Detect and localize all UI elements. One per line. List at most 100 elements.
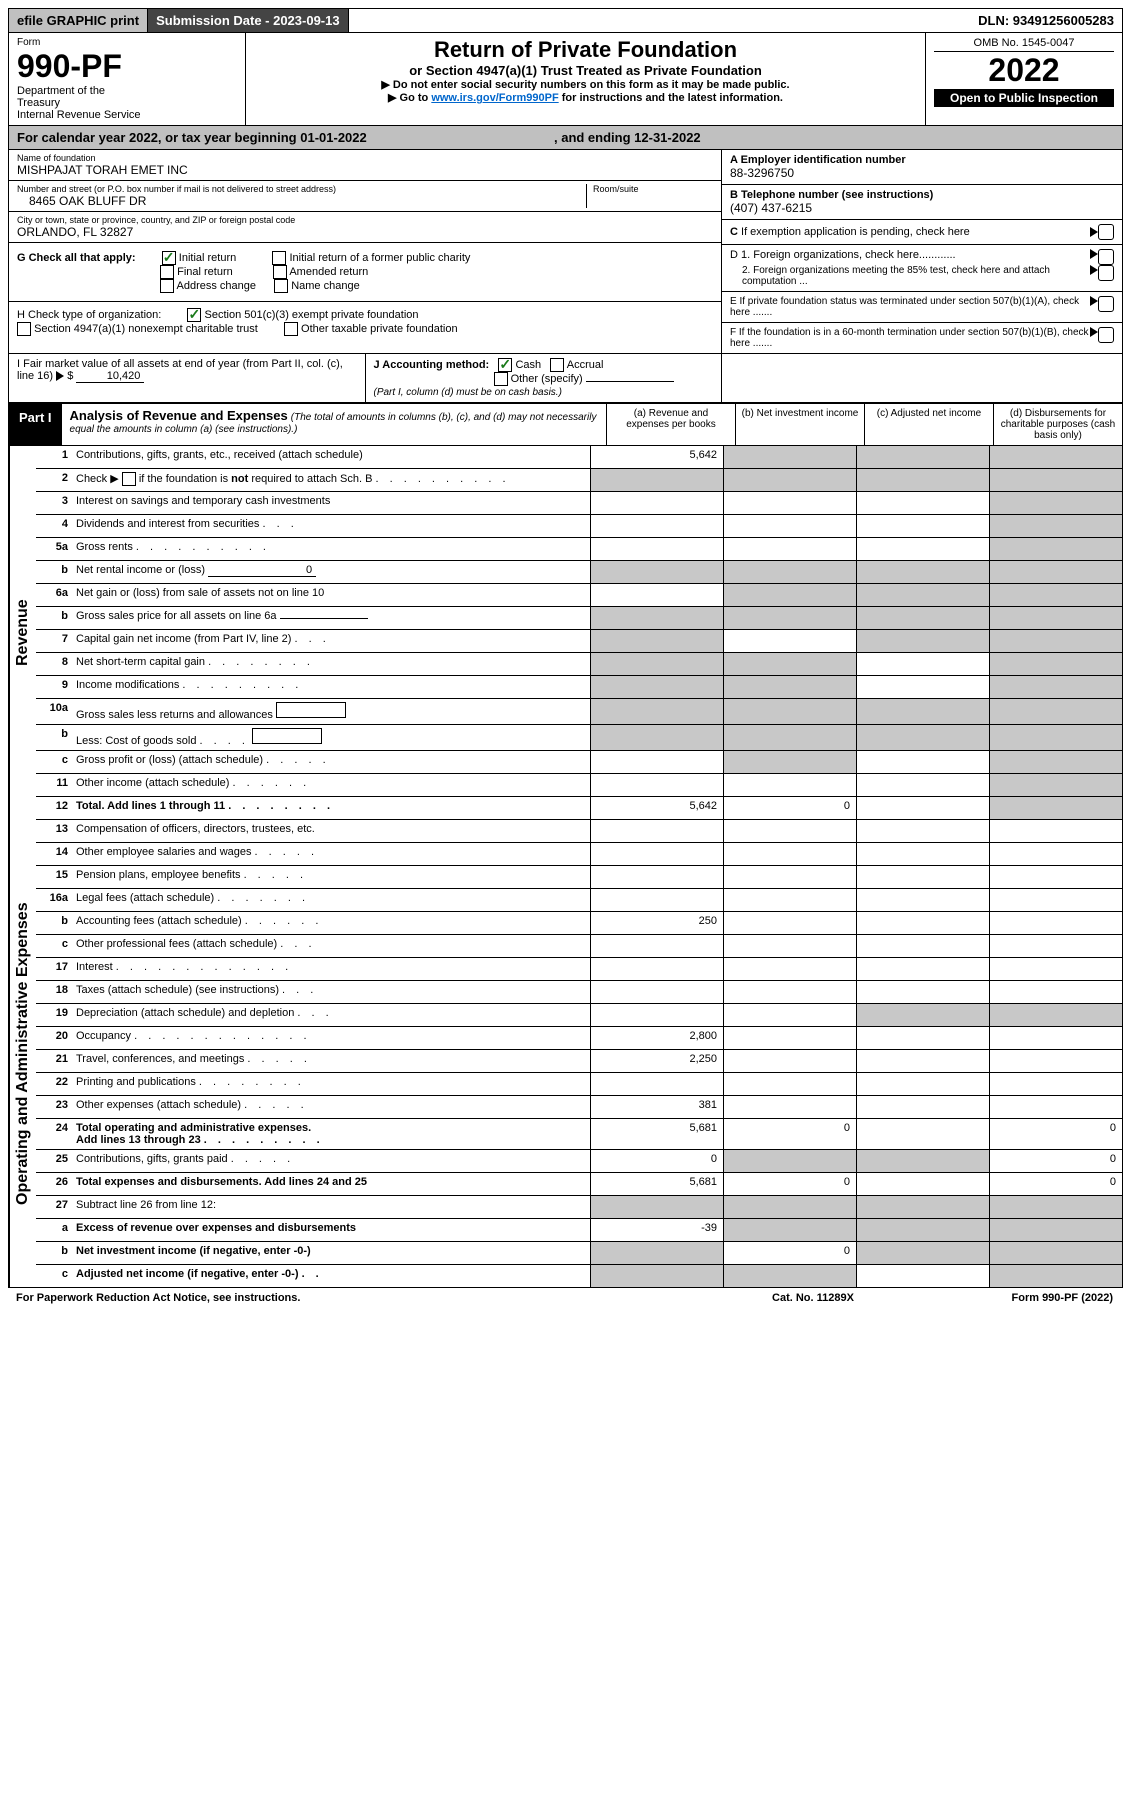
l27a-a: -39 xyxy=(590,1219,723,1241)
amended-checkbox[interactable] xyxy=(273,265,287,279)
l23-a: 381 xyxy=(590,1096,723,1118)
l2-pre: Check ▶ xyxy=(76,473,119,485)
footer-right: Form 990-PF (2022) xyxy=(913,1292,1113,1304)
line10a: Gross sales less returns and allowances xyxy=(72,699,590,724)
initial-return-checkbox[interactable] xyxy=(162,251,176,265)
l11-text: Other income (attach schedule) xyxy=(76,777,229,789)
c-cell: C If exemption application is pending, c… xyxy=(722,220,1122,245)
arrow-icon xyxy=(1090,265,1098,275)
line27c: Adjusted net income (if negative, enter … xyxy=(72,1265,590,1287)
phone-label: B Telephone number (see instructions) xyxy=(730,189,933,201)
line11: Other income (attach schedule) . . . . .… xyxy=(72,774,590,796)
l21-a: 2,250 xyxy=(590,1050,723,1072)
c-checkbox[interactable] xyxy=(1098,224,1114,240)
l5a-text: Gross rents xyxy=(76,541,133,553)
form-title: Return of Private Foundation xyxy=(254,37,917,63)
j-note: (Part I, column (d) must be on cash basi… xyxy=(374,387,562,398)
revenue-label: Revenue xyxy=(9,446,36,820)
footer-left: For Paperwork Reduction Act Notice, see … xyxy=(16,1292,713,1304)
calyear-begin: 01-01-2022 xyxy=(300,130,367,145)
l21-text: Travel, conferences, and meetings xyxy=(76,1053,244,1065)
initial-former-checkbox[interactable] xyxy=(272,251,286,265)
address-cell: Number and street (or P.O. box number if… xyxy=(9,181,721,212)
calendar-year-row: For calendar year 2022, or tax year begi… xyxy=(9,126,1122,150)
line9: Income modifications . . . . . . . . . xyxy=(72,676,590,698)
g-final: Final return xyxy=(177,266,233,278)
l15-text: Pension plans, employee benefits xyxy=(76,869,241,881)
line12: Total. Add lines 1 through 11 . . . . . … xyxy=(72,797,590,819)
l12-rest: Add lines 1 through 11 xyxy=(107,800,225,812)
l7-text: Capital gain net income (from Part IV, l… xyxy=(76,633,291,645)
line8: Net short-term capital gain . . . . . . … xyxy=(72,653,590,675)
instruction-1: ▶ Do not enter social security numbers o… xyxy=(254,78,917,91)
line5a: Gross rents . . . . . . . . . . xyxy=(72,538,590,560)
dept-line2: Treasury xyxy=(17,97,237,109)
open-to-public: Open to Public Inspection xyxy=(934,89,1114,107)
line13: Compensation of officers, directors, tru… xyxy=(72,820,590,842)
d1-checkbox[interactable] xyxy=(1098,249,1114,265)
dept-line1: Department of the xyxy=(17,85,237,97)
line16a: Legal fees (attach schedule) . . . . . .… xyxy=(72,889,590,911)
line6a: Net gain or (loss) from sale of assets n… xyxy=(72,584,590,606)
name-cell: Name of foundation MISHPAJAT TORAH EMET … xyxy=(9,150,721,181)
foundation-name: MISHPAJAT TORAH EMET INC xyxy=(17,163,713,177)
line10c: Gross profit or (loss) (attach schedule)… xyxy=(72,751,590,773)
header-center: Return of Private Foundation or Section … xyxy=(246,33,925,125)
ein-cell: A Employer identification number 88-3296… xyxy=(722,150,1122,185)
e-checkbox[interactable] xyxy=(1098,296,1114,312)
omb-number: OMB No. 1545-0047 xyxy=(934,37,1114,52)
h-other: Other taxable private foundation xyxy=(301,323,458,335)
final-return-checkbox[interactable] xyxy=(160,265,174,279)
g-address: Address change xyxy=(177,280,257,292)
city-label: City or town, state or province, country… xyxy=(17,215,713,225)
dln-label: DLN: 93491256005283 xyxy=(970,9,1122,32)
cash-checkbox[interactable] xyxy=(498,358,512,372)
dept-line3: Internal Revenue Service xyxy=(17,109,237,121)
l23-text: Other expenses (attach schedule) xyxy=(76,1099,241,1111)
irs-link[interactable]: www.irs.gov/Form990PF xyxy=(431,92,558,104)
name-change-checkbox[interactable] xyxy=(274,279,288,293)
expenses-label: Operating and Administrative Expenses xyxy=(9,820,36,1287)
other-taxable-checkbox[interactable] xyxy=(284,322,298,336)
l2-post: if the foundation is not required to att… xyxy=(139,473,373,485)
l26-b: 0 xyxy=(723,1173,856,1195)
footer-center: Cat. No. 11289X xyxy=(713,1292,913,1304)
d2-checkbox[interactable] xyxy=(1098,265,1114,281)
l20-text: Occupancy xyxy=(76,1030,131,1042)
l26-d: 0 xyxy=(989,1173,1122,1195)
arrow-icon xyxy=(1090,249,1098,259)
c-label: If exemption application is pending, che… xyxy=(741,226,970,238)
l14-text: Other employee salaries and wages xyxy=(76,846,251,858)
d2-label: 2. Foreign organizations meeting the 85%… xyxy=(742,265,1090,287)
i-label: I Fair market value of all assets at end… xyxy=(17,358,343,382)
col-a-header: (a) Revenue and expenses per books xyxy=(606,404,735,445)
accrual-checkbox[interactable] xyxy=(550,358,564,372)
city-state-zip: ORLANDO, FL 32827 xyxy=(17,225,713,239)
h-label: H Check type of organization: xyxy=(17,309,161,321)
line2: Check ▶ if the foundation is not require… xyxy=(72,469,590,491)
ein-label: A Employer identification number xyxy=(730,154,906,166)
l6b-text: Gross sales price for all assets on line… xyxy=(76,610,277,622)
calyear-pre: For calendar year 2022, or tax year begi… xyxy=(17,130,300,145)
l18-text: Taxes (attach schedule) (see instruction… xyxy=(76,984,279,996)
schb-checkbox[interactable] xyxy=(122,472,136,486)
l24-a: 5,681 xyxy=(590,1119,723,1149)
501c3-checkbox[interactable] xyxy=(187,308,201,322)
line10b: Less: Cost of goods sold . . . . xyxy=(72,725,590,750)
column-headers: (a) Revenue and expenses per books (b) N… xyxy=(606,404,1122,445)
l12-bold: Total. xyxy=(76,800,105,812)
4947-checkbox[interactable] xyxy=(17,322,31,336)
address-change-checkbox[interactable] xyxy=(160,279,174,293)
line15: Pension plans, employee benefits . . . .… xyxy=(72,866,590,888)
l12-b: 0 xyxy=(723,797,856,819)
line4: Dividends and interest from securities .… xyxy=(72,515,590,537)
part1-label: Part I xyxy=(9,404,62,445)
l24-d: 0 xyxy=(989,1119,1122,1149)
f-checkbox[interactable] xyxy=(1098,327,1114,343)
other-method-checkbox[interactable] xyxy=(494,372,508,386)
f-label: F If the foundation is in a 60-month ter… xyxy=(730,327,1090,349)
col-d-header: (d) Disbursements for charitable purpose… xyxy=(993,404,1122,445)
line18: Taxes (attach schedule) (see instruction… xyxy=(72,981,590,1003)
l8-text: Net short-term capital gain xyxy=(76,656,205,668)
entity-right: A Employer identification number 88-3296… xyxy=(721,150,1122,353)
